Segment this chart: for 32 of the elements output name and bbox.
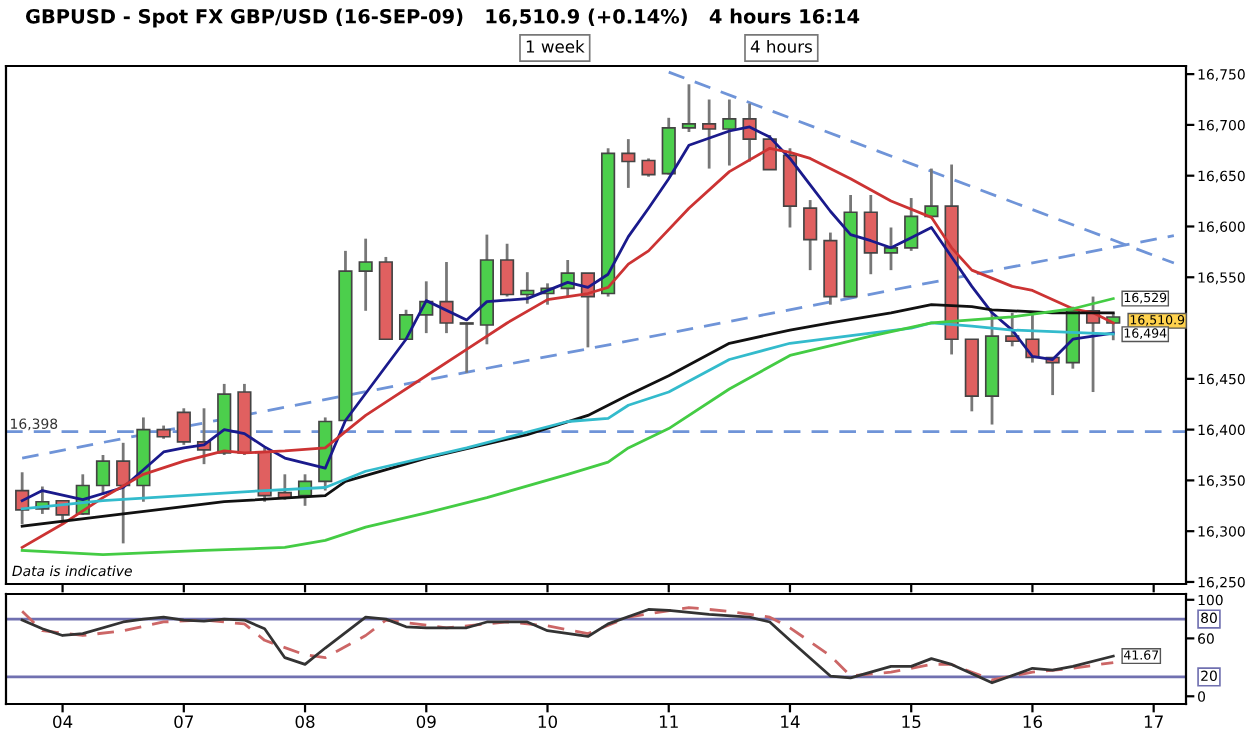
x-tick-label: 16	[1023, 715, 1042, 729]
candlestick	[116, 441, 131, 545]
candlestick	[358, 237, 373, 313]
candlestick	[863, 193, 878, 276]
candlestick	[499, 242, 515, 298]
candlestick	[924, 167, 939, 219]
x-tick-label: 17	[1144, 715, 1163, 728]
candlestick	[621, 137, 636, 190]
candlestick	[1005, 311, 1020, 348]
candlestick	[904, 196, 919, 253]
text: 4 hours	[750, 39, 812, 53]
x-tick-label: 11	[659, 715, 678, 728]
x-tick-label: 10	[538, 715, 557, 729]
candlestick	[803, 198, 818, 272]
candlestick	[722, 98, 737, 167]
candlestick	[681, 82, 697, 134]
x-tick-label: 09	[416, 715, 436, 729]
candlestick	[95, 453, 111, 497]
candlestick	[439, 260, 454, 335]
text: 1 week	[526, 39, 585, 53]
chart-title: GBPUSD - Spot FX GBP/USD (16-SEP-09) 16,510.9 (+0.14%) 4 hours 16:14	[25, 8, 860, 28]
candlestick	[702, 98, 717, 170]
x-tick-label: 14	[781, 715, 800, 728]
x-tick-label: 15	[902, 715, 921, 729]
x-tick-label: 04	[53, 715, 73, 729]
candlestick	[661, 116, 676, 177]
x-tick-label: 07	[174, 715, 193, 729]
x-tick-label: 08	[295, 715, 315, 729]
candlestick	[176, 406, 191, 447]
candlestick	[883, 226, 899, 272]
candlestick	[459, 321, 474, 375]
candlestick	[641, 157, 656, 179]
